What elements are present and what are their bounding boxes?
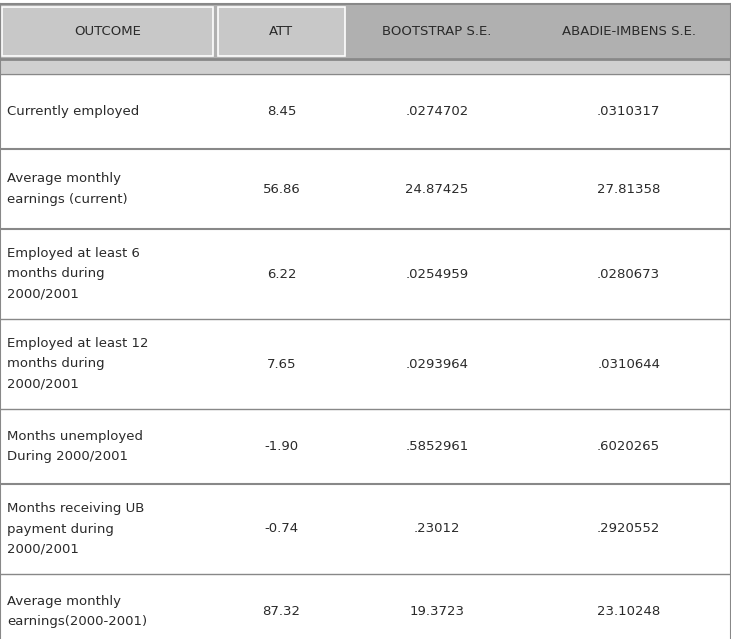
Bar: [218, 7, 345, 56]
Text: 7.65: 7.65: [267, 357, 296, 371]
Text: earnings(2000-2001): earnings(2000-2001): [7, 615, 148, 628]
Text: BOOTSTRAP S.E.: BOOTSTRAP S.E.: [382, 25, 491, 38]
Bar: [0, 229, 731, 319]
Text: .6020265: .6020265: [597, 440, 660, 453]
Bar: [0, 409, 731, 484]
Text: earnings (current): earnings (current): [7, 193, 128, 206]
Text: months during: months during: [7, 268, 105, 281]
Text: During 2000/2001: During 2000/2001: [7, 450, 129, 463]
Text: 24.87425: 24.87425: [405, 183, 469, 196]
Bar: [0, 149, 731, 229]
Text: -0.74: -0.74: [265, 523, 298, 535]
Text: ATT: ATT: [269, 25, 294, 38]
Text: .0280673: .0280673: [597, 268, 660, 281]
Text: 23.10248: 23.10248: [597, 605, 660, 618]
Text: Months receiving UB: Months receiving UB: [7, 502, 145, 515]
Text: .2920552: .2920552: [597, 523, 660, 535]
Text: payment during: payment during: [7, 523, 114, 535]
Text: .5852961: .5852961: [405, 440, 469, 453]
Text: Employed at least 6: Employed at least 6: [7, 247, 140, 260]
Text: .0310644: .0310644: [597, 357, 660, 371]
Bar: [0, 484, 731, 574]
Text: OUTCOME: OUTCOME: [75, 25, 141, 38]
Text: 6.22: 6.22: [267, 268, 296, 281]
Bar: [2, 7, 213, 56]
Bar: [0, 4, 731, 59]
Text: -1.90: -1.90: [265, 440, 298, 453]
Text: .0254959: .0254959: [405, 268, 469, 281]
Text: ABADIE-IMBENS S.E.: ABADIE-IMBENS S.E.: [561, 25, 696, 38]
Bar: [0, 74, 731, 149]
Bar: [0, 319, 731, 409]
Text: Employed at least 12: Employed at least 12: [7, 337, 149, 350]
Text: .0310317: .0310317: [597, 105, 660, 118]
Text: Currently employed: Currently employed: [7, 105, 140, 118]
Bar: [0, 574, 731, 639]
Text: Average monthly: Average monthly: [7, 595, 121, 608]
Bar: [0, 59, 731, 74]
Text: months during: months during: [7, 357, 105, 371]
Text: 56.86: 56.86: [262, 183, 300, 196]
Text: .23012: .23012: [414, 523, 460, 535]
Text: 2000/2001: 2000/2001: [7, 288, 79, 301]
Text: 87.32: 87.32: [262, 605, 300, 618]
Text: 2000/2001: 2000/2001: [7, 378, 79, 391]
Text: 19.3723: 19.3723: [409, 605, 464, 618]
Text: Months unemployed: Months unemployed: [7, 430, 143, 443]
Text: .0274702: .0274702: [405, 105, 469, 118]
Text: 27.81358: 27.81358: [597, 183, 660, 196]
Text: Average monthly: Average monthly: [7, 173, 121, 185]
Text: 8.45: 8.45: [267, 105, 296, 118]
Text: 2000/2001: 2000/2001: [7, 543, 79, 556]
Text: .0293964: .0293964: [405, 357, 469, 371]
